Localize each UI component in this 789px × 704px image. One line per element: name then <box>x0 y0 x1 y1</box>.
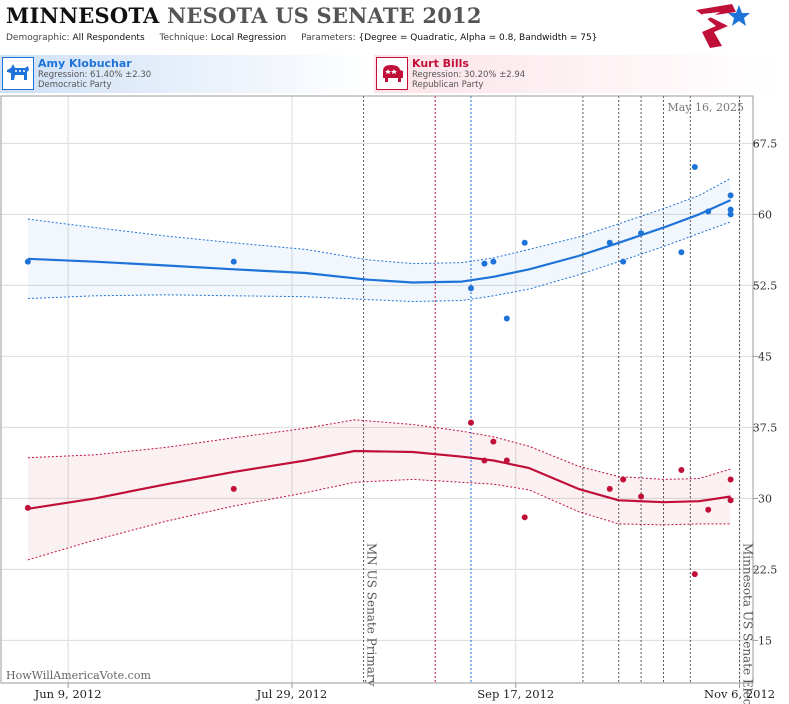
poll-point-kurt-bills <box>727 476 734 483</box>
poll-point-amy-klobuchar <box>727 206 734 213</box>
poll-point-amy-klobuchar <box>620 258 627 265</box>
chart-title: MINNESOTA NESOTA US SENATE 2012 <box>6 3 482 28</box>
y-tick-label: 22.5 <box>753 563 778 576</box>
candidate-regression: Regression: 61.40% ±2.30 <box>38 70 152 80</box>
trend-line-kurt-bills <box>27 449 731 510</box>
poll-point-amy-klobuchar <box>691 164 698 171</box>
poll-point-amy-klobuchar <box>727 192 734 199</box>
event-label: MN US Senate Primary <box>365 543 379 687</box>
band-lower-kurt-bills <box>27 478 731 561</box>
poll-point-kurt-bills <box>727 497 734 504</box>
poll-point-kurt-bills <box>468 419 474 426</box>
poll-point-kurt-bills <box>620 476 627 483</box>
poll-point-amy-klobuchar <box>638 230 645 237</box>
plot-frame <box>0 95 754 684</box>
x-tick-label: Jun 9, 2012 <box>34 687 102 701</box>
title-rest: NESOTA US SENATE 2012 <box>167 3 482 28</box>
grid-layer <box>1 96 753 683</box>
poll-point-kurt-bills <box>24 504 31 511</box>
y-tick-label: 60 <box>758 208 772 221</box>
date-stamp: May 16, 2025 <box>667 101 744 114</box>
poll-point-amy-klobuchar <box>727 211 734 218</box>
param-demographic: Demographic: All Respondents <box>6 33 145 43</box>
x-tick-label: Nov 6, 2012 <box>704 687 775 701</box>
y-tick-label: 52.5 <box>753 279 778 292</box>
candidate-name: Amy Klobuchar <box>38 57 132 70</box>
poll-point-amy-klobuchar <box>503 315 510 322</box>
poll-point-kurt-bills <box>481 457 488 464</box>
poll-point-kurt-bills <box>691 571 698 578</box>
event-label: Minnesota US Senate Election <box>741 543 755 704</box>
y-tick-label: 37.5 <box>753 421 778 434</box>
param-technique: Technique: Local Regression <box>159 33 287 43</box>
poll-point-amy-klobuchar <box>705 208 712 215</box>
poll-point-kurt-bills <box>638 493 645 500</box>
candidate-party: Democratic Party <box>38 80 112 90</box>
poll-point-kurt-bills <box>705 506 712 513</box>
poll-point-kurt-bills <box>490 438 497 445</box>
footer-credit: HowWillAmericaVote.com <box>6 669 151 682</box>
x-tick-label: Jul 29, 2012 <box>256 687 328 701</box>
poll-point-amy-klobuchar <box>678 249 685 256</box>
parameter-line: Demographic: All Respondents Technique: … <box>6 33 597 43</box>
poll-point-amy-klobuchar <box>230 258 237 265</box>
poll-point-amy-klobuchar <box>468 285 474 292</box>
howwillamericavote-logo-icon <box>696 4 750 48</box>
poll-point-amy-klobuchar <box>24 258 31 265</box>
poll-point-amy-klobuchar <box>490 258 497 265</box>
candidate-regression: Regression: 30.20% ±2.94 <box>412 70 526 80</box>
republican-elephant-icon <box>376 57 408 90</box>
confidence-bands-layer <box>27 177 731 561</box>
band-upper-kurt-bills <box>27 419 731 480</box>
axes-layer: 15 22.5 30 37.5 45 52.5 60 67.5 Jun 9, 2012 Jul 2… <box>0 95 778 701</box>
y-tick-label: 15 <box>758 634 772 647</box>
x-tick-label: Sep 17, 2012 <box>477 687 554 701</box>
poll-point-kurt-bills <box>230 485 237 492</box>
band-lower-amy-klobuchar <box>27 221 731 303</box>
poll-point-kurt-bills <box>503 457 510 464</box>
candidate-name: Kurt Bills <box>412 57 469 70</box>
y-tick-label: 30 <box>758 492 772 505</box>
poll-point-kurt-bills <box>521 514 528 521</box>
y-tick-label: 45 <box>758 350 772 363</box>
poll-point-amy-klobuchar <box>521 239 528 246</box>
candidate-party: Republican Party <box>412 80 484 90</box>
poll-points-layer <box>24 164 734 578</box>
confidence-band-kurt-bills <box>27 419 731 560</box>
param-parameters: Parameters: {Degree = Quadratic, Alpha =… <box>301 33 598 43</box>
candidate-panel-bills: Kurt Bills Regression: 30.20% ±2.94 Repu… <box>374 55 779 93</box>
poll-point-amy-klobuchar <box>606 239 613 246</box>
poll-point-amy-klobuchar <box>481 260 488 267</box>
marker-lines-layer: MN US Senate Primary Minnesota US Senate … <box>363 96 755 704</box>
trend-line-amy-klobuchar <box>27 199 732 284</box>
poll-point-kurt-bills <box>678 466 685 473</box>
band-upper-amy-klobuchar <box>27 177 731 265</box>
y-tick-label: 67.5 <box>753 137 778 150</box>
confidence-band-amy-klobuchar <box>27 178 731 302</box>
trend-lines-layer <box>27 199 732 510</box>
poll-point-kurt-bills <box>606 485 613 492</box>
title-main: MINNESOTA <box>6 3 160 28</box>
democrat-donkey-icon <box>2 57 34 90</box>
candidate-panel-klobuchar: Amy Klobuchar Regression: 61.40% ±2.30 D… <box>0 55 372 93</box>
